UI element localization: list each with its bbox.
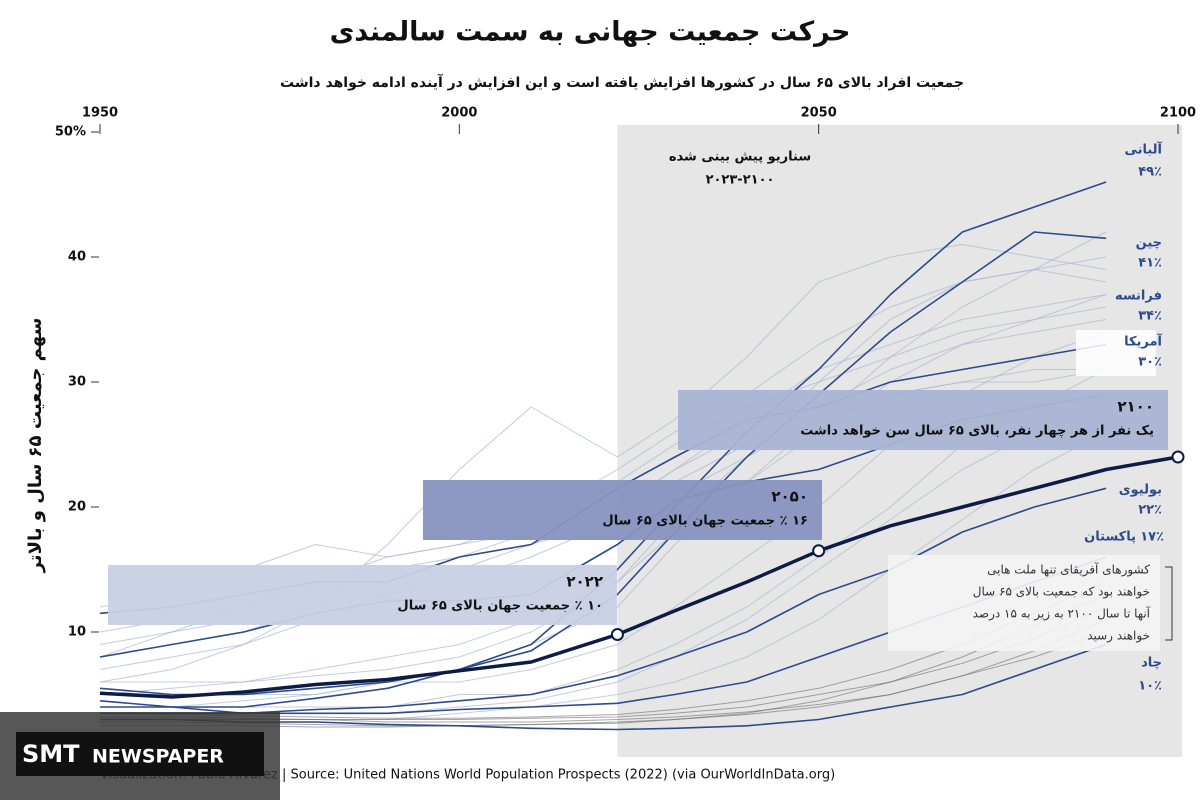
- background-line: [99, 244, 1107, 683]
- background-line: [100, 369, 1107, 708]
- country-name: بولیوی: [1119, 483, 1162, 498]
- country-name: فرانسه: [1115, 289, 1162, 304]
- y-axis-label: سهم جمعیت ۶۵ سال و بالاتر: [25, 318, 46, 574]
- world-point: [610, 628, 624, 641]
- annotation-title: ۲۱۰۰: [1117, 398, 1154, 416]
- annotation-text: یک نفر از هر چهار نفر، بالای ۶۵ سال سن خ…: [800, 424, 1154, 439]
- annotation-text: ۱۰ ٪ جمعیت جهان بالای ۶۵ سال: [397, 599, 603, 614]
- country-label: ۴۱٪: [1138, 256, 1162, 271]
- country-label: ۴۹٪: [1138, 165, 1162, 180]
- country-name: پاکستان: [1084, 530, 1136, 545]
- world-line: [99, 455, 1179, 699]
- x-tick-label: 2050: [801, 106, 837, 121]
- country-label: ۱۷٪: [1140, 530, 1164, 545]
- country-name: آمریکا: [1124, 333, 1162, 350]
- x-tick-label: 2000: [441, 106, 477, 121]
- y-tick-label: 20: [68, 500, 86, 515]
- country-label: ۳۴٪: [1138, 309, 1162, 324]
- country-label: ۱۰٪: [1138, 679, 1162, 694]
- annotation-box: [423, 480, 822, 540]
- y-tick-label: 10: [68, 625, 86, 640]
- logo-text: NEWSPAPER: [92, 746, 224, 768]
- note-text: آنها تا سال ۲۱۰۰ به زیر به ۱۵ درصد: [973, 606, 1151, 622]
- background-line: [100, 231, 1107, 708]
- world-point: [812, 544, 826, 558]
- chart-subtitle: جمعیت افراد بالای ۶۵ سال در کشورها افزای…: [280, 73, 964, 91]
- x-tick-label: 2100: [1160, 106, 1196, 121]
- x-tick-label: 1950: [82, 106, 118, 121]
- chart-title: حرکت جمعیت جهانی به سمت سالمندی: [330, 17, 851, 48]
- annotation-text: ۱۶ ٪ جمعیت جهان بالای ۶۵ سال: [602, 514, 808, 529]
- source-note: Visualization: Pablo Alvarez | Source: U…: [100, 768, 835, 783]
- label-backdrop: [1076, 330, 1156, 376]
- projection-years: ۲۰۲۳-۲۱۰۰: [706, 173, 775, 188]
- note-text: خواهند رسید: [1087, 629, 1150, 644]
- y-tick-label: 30: [68, 375, 86, 390]
- note-box: [888, 555, 1160, 651]
- background-line: [99, 269, 1107, 695]
- country-name: آلبانی: [1124, 141, 1162, 158]
- note-text: کشورهای آفریقای تنها ملت هایی: [987, 562, 1150, 578]
- world-point: [1171, 450, 1185, 464]
- logo-box: [16, 732, 264, 776]
- country-line: [99, 181, 1107, 696]
- country-name: چاد: [1141, 656, 1162, 671]
- y-tick-label: 50%: [55, 125, 86, 140]
- annotation-title: ۲۰۲۲: [566, 573, 603, 591]
- country-label: ۳۰٪: [1138, 355, 1162, 370]
- note-bracket: [1165, 566, 1173, 641]
- note-text: خواهند بود که جمعیت بالای ۶۵ سال: [973, 585, 1150, 600]
- country-label: ۲۲٪: [1138, 503, 1162, 518]
- annotation-title: ۲۰۵۰: [771, 488, 808, 506]
- projection-label: سناریو پیش بینی شده: [669, 150, 811, 165]
- annotation-box: [108, 565, 617, 625]
- annotation-box: [678, 390, 1168, 450]
- country-line: [99, 231, 1107, 708]
- logo-text: SMT: [22, 740, 80, 768]
- country-name: چین: [1136, 236, 1162, 251]
- y-tick-label: 40: [68, 250, 86, 265]
